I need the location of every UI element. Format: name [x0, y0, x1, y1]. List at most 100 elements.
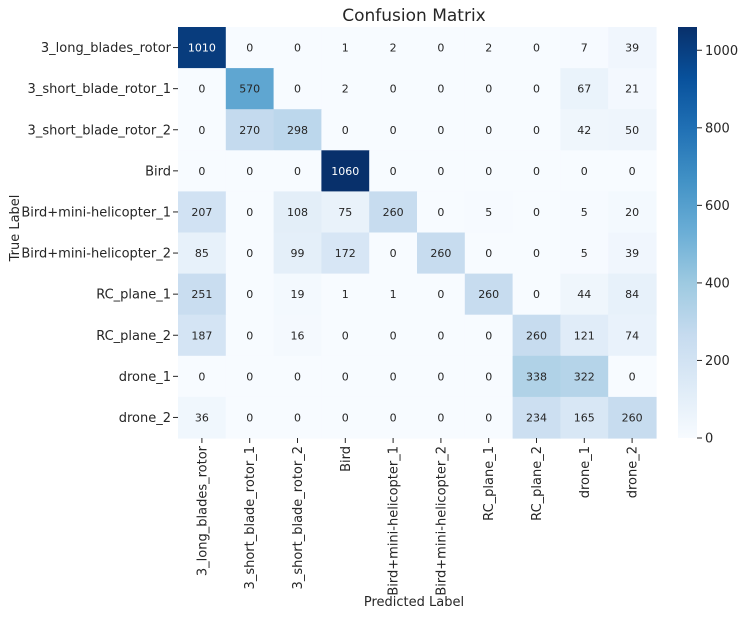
cell-value-label: 260 [430, 247, 451, 260]
x-tick-label: 3_short_blade_rotor_2 [291, 446, 306, 589]
heatmap-cell [273, 232, 322, 275]
cell-value-label: 85 [195, 247, 209, 260]
cell-value-label: 0 [437, 165, 444, 178]
heatmap-cell [273, 150, 322, 192]
cell-value-label: 0 [390, 370, 397, 383]
heatmap-cell [560, 273, 609, 316]
heatmap-cell [512, 273, 561, 316]
cell-value-label: 0 [629, 165, 636, 178]
heatmap-cell [608, 191, 657, 234]
cell-value-label: 0 [246, 247, 253, 260]
cell-value-label: 1 [342, 288, 349, 301]
heatmap-cell [608, 68, 657, 110]
heatmap-cell [273, 273, 322, 316]
y-tick-label: drone_1 [119, 370, 171, 385]
heatmap-cell [178, 396, 227, 439]
heatmap-cell [464, 396, 514, 439]
cell-value-label: 0 [198, 370, 205, 383]
heatmap-cell [321, 314, 370, 357]
colorbar [678, 27, 697, 438]
heatmap-cell [225, 314, 275, 357]
heatmap-cell [464, 68, 514, 110]
heatmap-cell [321, 109, 370, 151]
cell-value-label: 0 [246, 288, 253, 301]
y-tick-label: Bird [145, 164, 171, 179]
cell-value-label: 0 [294, 411, 301, 424]
cell-value-label: 0 [390, 247, 397, 260]
heatmap-cell [273, 27, 322, 69]
heatmap-cell [512, 191, 561, 234]
cell-value-label: 0 [294, 370, 301, 383]
cell-value-label: 0 [390, 83, 397, 96]
cell-value-label: 0 [294, 42, 301, 55]
heatmap-cell [464, 314, 514, 357]
x-tick-label: drone_2 [626, 446, 641, 498]
cell-value-label: 5 [485, 206, 492, 219]
cell-value-label: 0 [485, 247, 492, 260]
colorbar-tick-label: 200 [705, 354, 730, 369]
cell-value-label: 42 [577, 124, 591, 137]
cell-value-label: 5 [581, 206, 588, 219]
cell-value-label: 0 [533, 165, 540, 178]
cell-value-label: 0 [533, 83, 540, 96]
heatmap-cell [608, 232, 657, 275]
heatmap-cell [560, 232, 609, 275]
heatmap-cell [512, 314, 561, 357]
cell-value-label: 234 [526, 411, 547, 424]
cell-value-label: 19 [291, 288, 305, 301]
heatmap-cell [560, 68, 609, 110]
heatmap-cell [225, 150, 275, 192]
heatmap-cell [512, 27, 561, 69]
cell-value-label: 0 [533, 42, 540, 55]
y-tick-label: Bird+mini-helicopter_1 [21, 205, 171, 220]
cell-value-label: 0 [629, 370, 636, 383]
y-tick-label: 3_short_blade_rotor_2 [28, 123, 171, 138]
cell-value-label: 0 [485, 124, 492, 137]
cell-value-label: 0 [437, 329, 444, 342]
cell-value-label: 187 [191, 329, 212, 342]
cell-value-label: 0 [533, 124, 540, 137]
cell-value-label: 0 [485, 411, 492, 424]
cell-value-label: 0 [198, 83, 205, 96]
cell-value-label: 84 [625, 288, 639, 301]
heatmap-cell [512, 232, 561, 275]
cell-value-label: 0 [437, 206, 444, 219]
heatmap-cell [560, 27, 609, 69]
cell-value-label: 0 [246, 370, 253, 383]
cell-value-label: 251 [191, 288, 212, 301]
heatmap-cell [417, 27, 466, 69]
y-tick-label: Bird+mini-helicopter_2 [21, 247, 171, 262]
cell-value-label: 39 [625, 42, 639, 55]
y-axis-label: True Label [8, 195, 23, 263]
cell-value-label: 0 [533, 206, 540, 219]
cell-value-label: 67 [577, 83, 591, 96]
cell-value-label: 1010 [188, 42, 216, 55]
heatmap-cell [464, 27, 514, 69]
heatmap-cell [560, 150, 609, 192]
heatmap-cell [321, 355, 370, 398]
cell-value-label: 1060 [331, 165, 359, 178]
x-tick-label: Bird [339, 446, 354, 472]
heatmap-cell [178, 68, 227, 110]
cell-value-label: 2 [342, 83, 349, 96]
heatmap-cell [560, 109, 609, 151]
heatmap-cell [273, 314, 322, 357]
heatmap-cell [273, 355, 322, 398]
heatmap-cell [369, 27, 418, 69]
cell-value-label: 21 [625, 83, 639, 96]
heatmap-cell [417, 191, 466, 234]
x-tick-label: RC_plane_2 [530, 446, 545, 521]
heatmap-cell [321, 232, 370, 275]
heatmap-cell [178, 273, 227, 316]
heatmap-cell [369, 273, 418, 316]
heatmap-cell [608, 109, 657, 151]
cell-value-label: 0 [390, 329, 397, 342]
cell-value-label: 121 [574, 329, 595, 342]
chart-title: Confusion Matrix [342, 6, 486, 26]
heatmap-cell [321, 273, 370, 316]
cell-value-label: 2 [485, 42, 492, 55]
y-tick-label: 3_long_blades_rotor [41, 41, 172, 56]
cell-value-label: 260 [526, 329, 547, 342]
heatmap-cell [225, 273, 275, 316]
